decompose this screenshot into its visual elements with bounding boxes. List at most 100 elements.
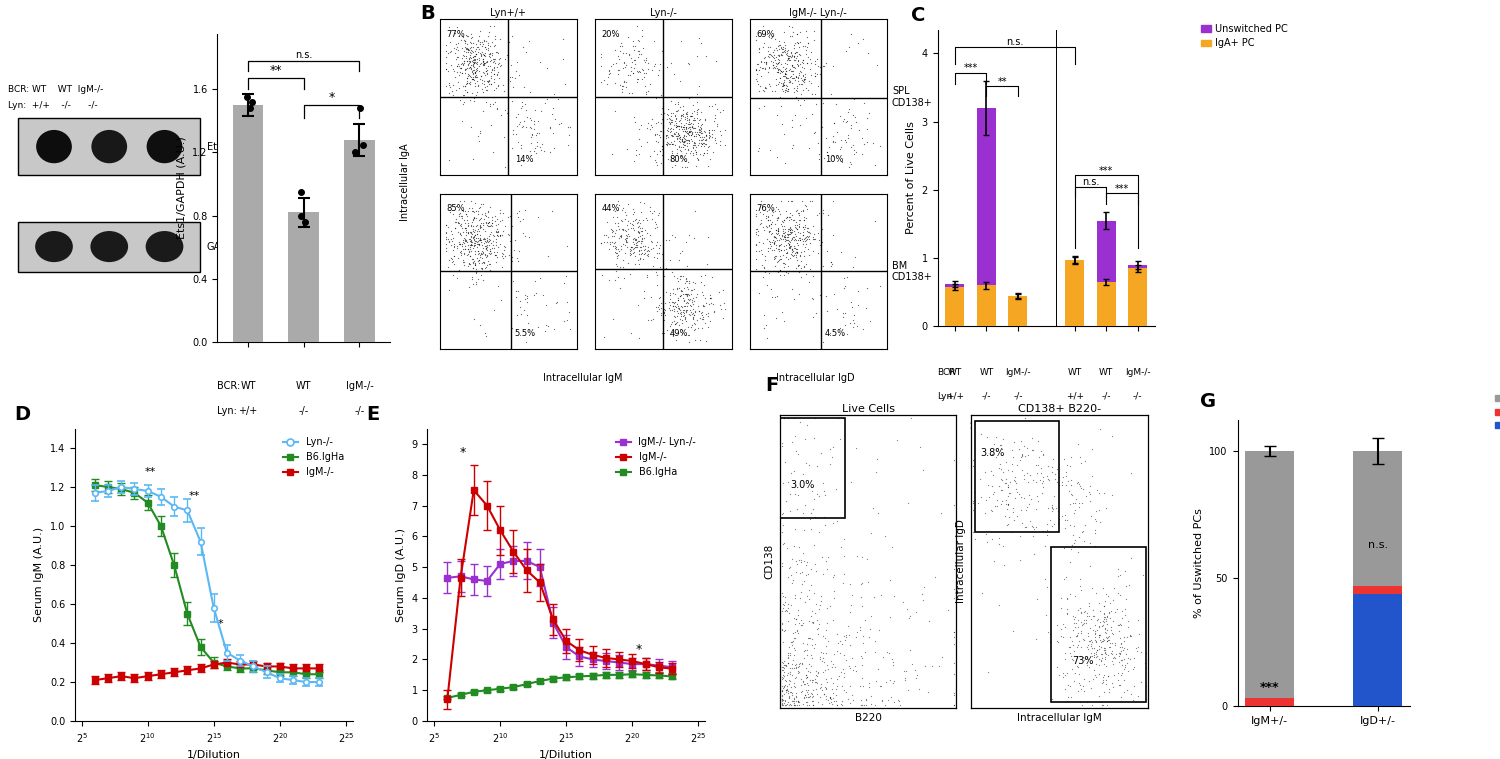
Point xyxy=(674,121,698,134)
Point xyxy=(669,131,693,143)
Point xyxy=(778,213,802,225)
Point xyxy=(668,132,692,144)
Point xyxy=(790,74,814,87)
Point xyxy=(1065,617,1089,629)
Point xyxy=(687,114,711,126)
Point xyxy=(448,61,472,74)
Point xyxy=(784,235,808,247)
Point xyxy=(597,65,621,77)
Point xyxy=(693,138,717,150)
Point xyxy=(470,77,494,89)
Point xyxy=(750,248,774,260)
Point xyxy=(839,578,862,591)
Point xyxy=(1062,520,1086,532)
Point xyxy=(610,83,634,95)
Point xyxy=(1068,480,1092,492)
Point xyxy=(747,61,771,74)
Point xyxy=(772,624,796,636)
Point xyxy=(801,694,825,707)
Point xyxy=(813,518,837,531)
Point xyxy=(778,568,802,581)
Point xyxy=(465,266,489,278)
Point xyxy=(477,230,501,242)
Point xyxy=(442,241,466,253)
Point xyxy=(483,242,507,254)
Point xyxy=(810,645,834,657)
Point xyxy=(472,74,496,87)
Point xyxy=(759,30,783,43)
Point xyxy=(772,591,796,603)
Point xyxy=(621,224,645,236)
Point xyxy=(1036,502,1060,514)
Point xyxy=(1062,507,1086,519)
Point xyxy=(789,87,813,99)
Point xyxy=(444,43,468,55)
Point xyxy=(483,39,507,52)
Point xyxy=(774,48,798,60)
Point xyxy=(660,116,684,128)
Point xyxy=(471,256,495,268)
Point xyxy=(774,596,798,608)
Point xyxy=(777,238,801,250)
Point xyxy=(1020,521,1044,533)
Point xyxy=(460,216,484,228)
Point xyxy=(676,277,700,289)
Point xyxy=(478,201,502,213)
Point xyxy=(666,302,690,314)
Point xyxy=(696,320,720,332)
Point xyxy=(450,56,474,68)
Point xyxy=(674,126,698,138)
Point xyxy=(660,266,684,278)
Point xyxy=(711,284,735,296)
Text: E: E xyxy=(366,405,380,424)
Point xyxy=(1094,595,1118,607)
Point xyxy=(770,440,794,452)
Point xyxy=(663,296,687,308)
Point xyxy=(777,20,801,32)
Point xyxy=(672,136,696,148)
Point xyxy=(792,575,816,587)
Point xyxy=(501,124,525,137)
Point xyxy=(478,99,502,111)
Point xyxy=(1092,634,1116,646)
Point xyxy=(459,52,483,64)
Point xyxy=(1038,636,1062,648)
Point xyxy=(1122,652,1146,664)
Point xyxy=(765,266,789,279)
Point xyxy=(480,53,504,65)
Point xyxy=(465,252,489,264)
Point xyxy=(788,214,812,226)
Point xyxy=(792,94,816,106)
Point xyxy=(990,443,1014,455)
Point xyxy=(758,144,782,156)
Point xyxy=(657,138,681,150)
Point xyxy=(465,228,489,240)
Point xyxy=(1088,643,1112,655)
Point xyxy=(462,239,486,251)
Point xyxy=(1090,674,1114,686)
Point xyxy=(1083,634,1107,646)
Point xyxy=(669,269,693,282)
Point xyxy=(766,234,790,246)
Point xyxy=(682,130,706,142)
Point xyxy=(666,104,690,116)
Point xyxy=(663,310,687,323)
Point xyxy=(604,247,628,259)
Point xyxy=(774,231,798,243)
Point xyxy=(788,119,812,131)
Point xyxy=(600,211,624,223)
Point xyxy=(460,65,484,77)
Point xyxy=(880,541,904,553)
Point xyxy=(670,134,694,146)
Point xyxy=(778,685,802,698)
Point xyxy=(800,524,824,536)
Point xyxy=(776,605,800,617)
Point xyxy=(744,238,768,250)
Point xyxy=(783,74,807,86)
Point xyxy=(1101,615,1125,627)
Point xyxy=(747,225,771,237)
Point xyxy=(790,205,814,217)
Point xyxy=(1035,529,1059,541)
Point xyxy=(1074,617,1098,629)
Point xyxy=(454,74,478,87)
